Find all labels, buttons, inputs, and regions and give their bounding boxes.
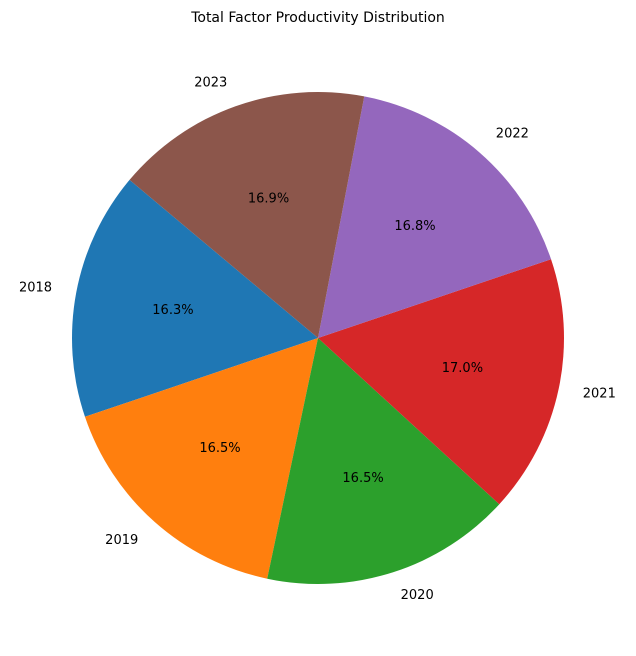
pie-slice-2019 (84, 338, 319, 579)
pie-labels: 2018 16.3% 2019 16.5% 2020 16.5% 2021 17.0% 2022… (19, 76, 616, 604)
pie-slice-2022 (318, 96, 552, 338)
chart-title: Total Factor Productivity Distribution (190, 10, 445, 26)
pie-slice-2021 (318, 259, 564, 505)
slice-label-2022: 2022 (496, 127, 529, 142)
pie-slice-2018 (71, 179, 318, 417)
slice-label-2018: 2018 (19, 280, 52, 295)
pct-label-2020: 16.5% (342, 471, 383, 486)
slice-label-2020: 2020 (401, 588, 434, 603)
slice-label-2023: 2023 (194, 76, 227, 91)
pie-slice-2020 (267, 338, 500, 585)
pct-label-2018: 16.3% (152, 303, 193, 318)
pct-label-2022: 16.8% (394, 219, 435, 234)
pct-label-2019: 16.5% (199, 441, 240, 456)
pie-slices (71, 92, 564, 585)
slice-label-2021: 2021 (583, 386, 616, 401)
slice-label-2019: 2019 (105, 533, 138, 548)
pie-slice-2023 (129, 92, 365, 339)
pct-label-2021: 17.0% (442, 361, 483, 376)
pct-label-2023: 16.9% (248, 191, 289, 206)
